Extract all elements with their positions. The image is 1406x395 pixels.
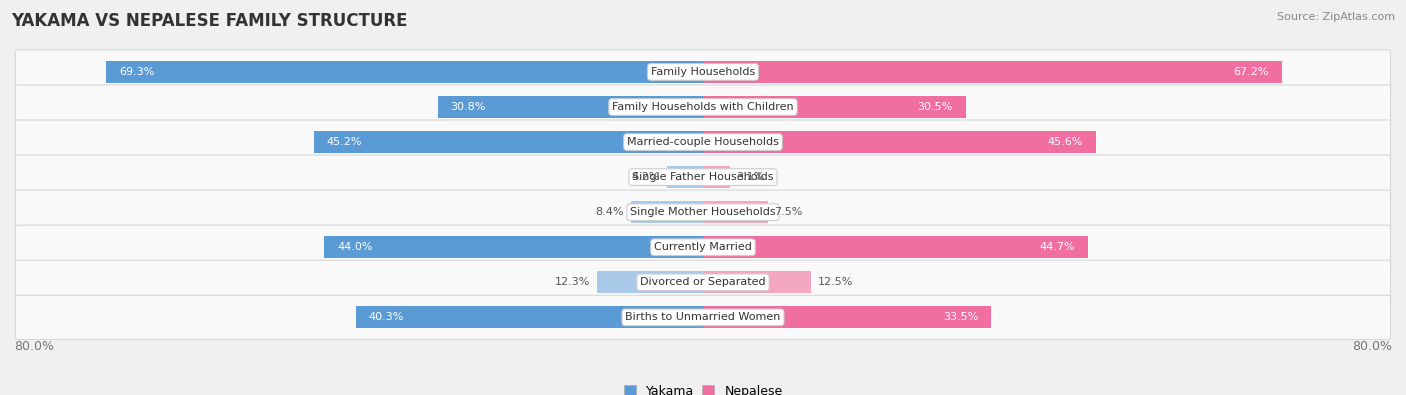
Text: 80.0%: 80.0% bbox=[1353, 340, 1392, 353]
Legend: Yakama, Nepalese: Yakama, Nepalese bbox=[619, 380, 787, 395]
Text: 3.1%: 3.1% bbox=[737, 172, 765, 182]
Text: 80.0%: 80.0% bbox=[14, 340, 53, 353]
Bar bbox=[703, 307, 991, 328]
Bar bbox=[703, 201, 768, 223]
Text: 7.5%: 7.5% bbox=[775, 207, 803, 217]
Text: 33.5%: 33.5% bbox=[943, 312, 979, 322]
Bar bbox=[107, 61, 703, 83]
FancyBboxPatch shape bbox=[15, 260, 1391, 305]
Text: Family Households with Children: Family Households with Children bbox=[612, 102, 794, 112]
Bar bbox=[703, 61, 1282, 83]
Bar bbox=[631, 201, 703, 223]
Text: Single Mother Households: Single Mother Households bbox=[630, 207, 776, 217]
Text: Married-couple Households: Married-couple Households bbox=[627, 137, 779, 147]
Text: Divorced or Separated: Divorced or Separated bbox=[640, 277, 766, 287]
FancyBboxPatch shape bbox=[15, 155, 1391, 199]
FancyBboxPatch shape bbox=[15, 295, 1391, 339]
Bar bbox=[703, 271, 811, 293]
FancyBboxPatch shape bbox=[15, 50, 1391, 94]
Text: 8.4%: 8.4% bbox=[595, 207, 624, 217]
Text: 30.8%: 30.8% bbox=[451, 102, 486, 112]
Bar bbox=[598, 271, 703, 293]
Bar bbox=[356, 307, 703, 328]
Text: Family Households: Family Households bbox=[651, 67, 755, 77]
Text: 40.3%: 40.3% bbox=[368, 312, 405, 322]
Text: 45.6%: 45.6% bbox=[1047, 137, 1083, 147]
Text: 30.5%: 30.5% bbox=[918, 102, 953, 112]
Bar bbox=[703, 96, 966, 118]
Text: 12.5%: 12.5% bbox=[817, 277, 853, 287]
Bar bbox=[437, 96, 703, 118]
Text: Births to Unmarried Women: Births to Unmarried Women bbox=[626, 312, 780, 322]
Text: Single Father Households: Single Father Households bbox=[633, 172, 773, 182]
FancyBboxPatch shape bbox=[15, 225, 1391, 269]
Text: 67.2%: 67.2% bbox=[1233, 67, 1268, 77]
Text: YAKAMA VS NEPALESE FAMILY STRUCTURE: YAKAMA VS NEPALESE FAMILY STRUCTURE bbox=[11, 12, 408, 30]
Bar bbox=[703, 236, 1088, 258]
Text: 44.7%: 44.7% bbox=[1039, 242, 1076, 252]
Text: 12.3%: 12.3% bbox=[555, 277, 591, 287]
Bar bbox=[666, 166, 703, 188]
Bar bbox=[703, 131, 1095, 153]
Bar bbox=[314, 131, 703, 153]
Text: 44.0%: 44.0% bbox=[337, 242, 373, 252]
Text: Currently Married: Currently Married bbox=[654, 242, 752, 252]
Bar bbox=[323, 236, 703, 258]
Text: 69.3%: 69.3% bbox=[120, 67, 155, 77]
Text: 4.2%: 4.2% bbox=[631, 172, 659, 182]
FancyBboxPatch shape bbox=[15, 120, 1391, 164]
Bar bbox=[703, 166, 730, 188]
FancyBboxPatch shape bbox=[15, 85, 1391, 129]
FancyBboxPatch shape bbox=[15, 190, 1391, 234]
Text: 45.2%: 45.2% bbox=[326, 137, 363, 147]
Text: Source: ZipAtlas.com: Source: ZipAtlas.com bbox=[1277, 12, 1395, 22]
